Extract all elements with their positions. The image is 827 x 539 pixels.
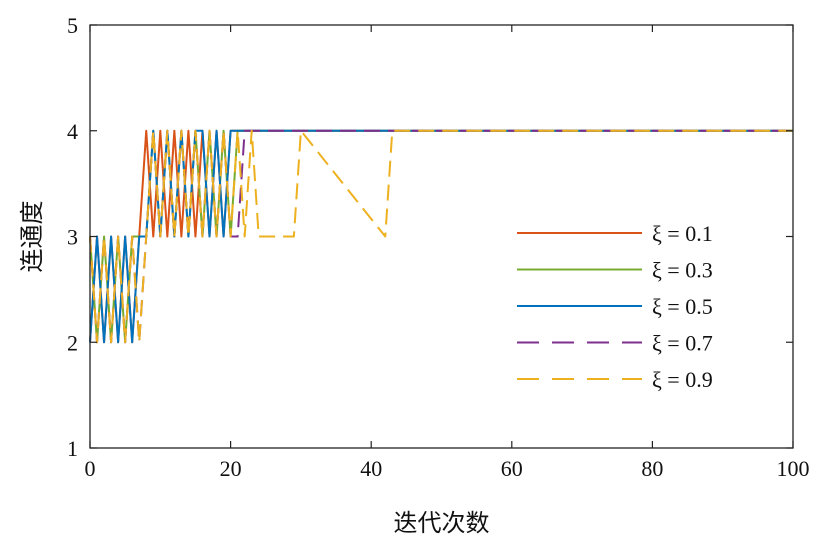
x-tick-label: 80: [641, 456, 663, 481]
series-layer: [89, 129, 793, 344]
y-tick-label: 4: [67, 119, 78, 144]
x-axis-title: 迭代次数: [394, 509, 490, 537]
legend-label-5: ξ = 0.9: [652, 367, 713, 392]
x-tick-label: 60: [501, 456, 523, 481]
x-tick-label: 0: [85, 456, 96, 481]
legend-label-4: ξ = 0.7: [652, 331, 713, 356]
series-line-5: [89, 129, 793, 344]
legend: ξ = 0.1 ξ = 0.3 ξ = 0.5 ξ = 0.7 ξ = 0.9: [517, 221, 713, 392]
y-axis-title: 连通度: [18, 201, 46, 273]
y-tick-label: 1: [67, 436, 78, 461]
x-tick-label: 20: [220, 456, 242, 481]
legend-label-1: ξ = 0.1: [652, 221, 713, 246]
y-tick-label: 2: [67, 330, 78, 355]
y-tick-label: 5: [67, 13, 78, 38]
ticks-layer: 0 20 40 60 80 100 1 2 3 4 5: [67, 13, 810, 481]
legend-label-2: ξ = 0.3: [652, 258, 713, 283]
x-tick-label: 40: [360, 456, 382, 481]
x-tick-label: 100: [777, 456, 810, 481]
y-tick-label: 3: [67, 225, 78, 250]
legend-label-3: ξ = 0.5: [652, 294, 713, 319]
